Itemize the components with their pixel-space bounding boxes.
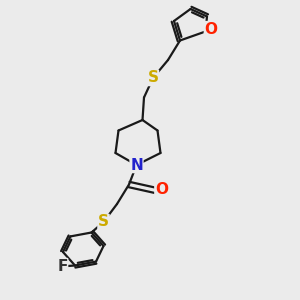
Text: O: O (204, 22, 218, 37)
Text: N: N (130, 158, 143, 172)
Text: O: O (155, 182, 168, 197)
Text: F: F (57, 259, 68, 274)
Text: S: S (98, 214, 109, 230)
Text: S: S (148, 70, 158, 86)
